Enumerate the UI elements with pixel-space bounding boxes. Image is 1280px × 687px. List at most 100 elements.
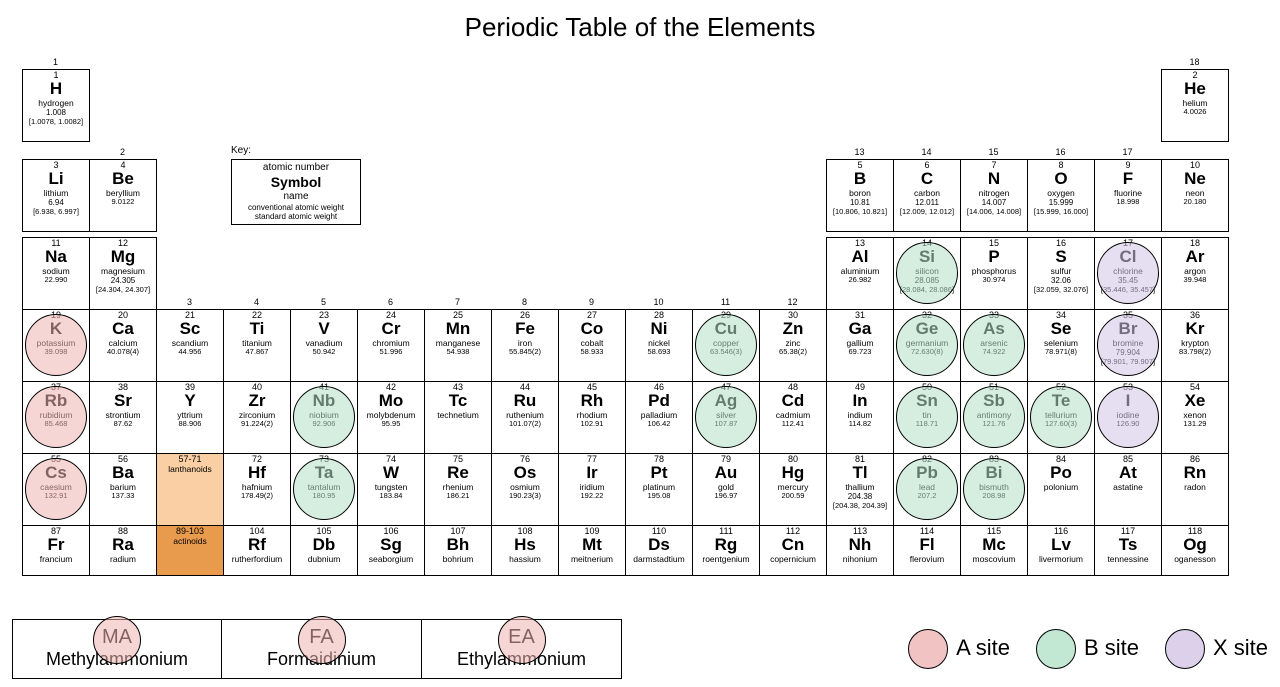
element-symbol: C bbox=[921, 170, 933, 188]
organic-name: Formaidinium bbox=[232, 649, 411, 670]
standard-atomic-weight: 50.942 bbox=[313, 348, 336, 356]
standard-atomic-weight: 192.22 bbox=[581, 492, 604, 500]
element-cell: 23Vvanadium50.942 bbox=[290, 309, 358, 382]
element-cell: 49Inindium114.82 bbox=[826, 381, 894, 454]
element-cell: 21Scscandium44.956 bbox=[156, 309, 224, 382]
standard-atomic-weight: 20.180 bbox=[1184, 198, 1207, 206]
element-cell: 19Kpotassium39.098 bbox=[22, 309, 90, 382]
element-symbol: Mc bbox=[982, 536, 1006, 554]
element-cell: 113Nhnihonium bbox=[826, 525, 894, 576]
element-name: hassium bbox=[509, 555, 541, 564]
element-cell: 38Srstrontium87.62 bbox=[89, 381, 157, 454]
element-name: radium bbox=[110, 555, 136, 564]
element-cell: 12Mgmagnesium24.305[24.304, 24.307] bbox=[89, 237, 157, 310]
group-label: 7 bbox=[424, 297, 491, 307]
element-symbol: Sn bbox=[916, 392, 938, 410]
element-symbol: Ag bbox=[715, 392, 738, 410]
element-cell: 51Sbantimony121.76 bbox=[960, 381, 1028, 454]
element-symbol: Nb bbox=[313, 392, 336, 410]
element-cell: 15Pphosphorus30.974 bbox=[960, 237, 1028, 310]
element-name: oxygen bbox=[1047, 189, 1074, 198]
element-cell: 117Tstennessine bbox=[1094, 525, 1162, 576]
element-cell: 89-103actinoids bbox=[156, 525, 224, 576]
element-symbol: Xe bbox=[1185, 392, 1206, 410]
element-symbol: P bbox=[988, 248, 999, 266]
element-cell: 34Seselenium78.971(8) bbox=[1027, 309, 1095, 382]
element-symbol: Mn bbox=[446, 320, 471, 338]
element-symbol: Cu bbox=[715, 320, 738, 338]
element-name: moscovium bbox=[973, 555, 1016, 564]
standard-atomic-weight: 47.867 bbox=[246, 348, 269, 356]
element-cell: 39Yyttrium88.906 bbox=[156, 381, 224, 454]
element-cell: 106Sgseaborgium bbox=[357, 525, 425, 576]
element-symbol: Sc bbox=[180, 320, 201, 338]
element-name: lithium bbox=[44, 189, 69, 198]
standard-atomic-weight: 26.982 bbox=[849, 276, 872, 284]
element-cell: 52Tetellurium127.60(3) bbox=[1027, 381, 1095, 454]
element-cell: 85Atastatine bbox=[1094, 453, 1162, 526]
element-cell: 37Rbrubidium85.468 bbox=[22, 381, 90, 454]
element-cell: 26Feiron55.845(2) bbox=[491, 309, 559, 382]
element-symbol: Re bbox=[447, 464, 469, 482]
element-cell: 46Pdpalladium106.42 bbox=[625, 381, 693, 454]
element-cell: 75Rerhenium186.21 bbox=[424, 453, 492, 526]
element-cell: 109Mtmeitnerium bbox=[558, 525, 626, 576]
element-name: sulfur bbox=[1051, 267, 1072, 276]
element-symbol: Ni bbox=[651, 320, 668, 338]
group-label: 16 bbox=[1027, 147, 1094, 157]
element-name: flerovium bbox=[910, 555, 944, 564]
standard-atomic-weight: 78.971(8) bbox=[1045, 348, 1077, 356]
standard-atomic-weight: [79.901, 79.907] bbox=[1101, 358, 1155, 366]
element-cell: 28Ninickel58.693 bbox=[625, 309, 693, 382]
element-symbol: Ta bbox=[315, 464, 334, 482]
standard-atomic-weight: 195.08 bbox=[648, 492, 671, 500]
standard-atomic-weight: 74.922 bbox=[983, 348, 1006, 356]
element-cell: 17Clchlorine35.45[35.446, 35.457] bbox=[1094, 237, 1162, 310]
element-name: polonium bbox=[1044, 483, 1079, 492]
element-symbol: Ds bbox=[648, 536, 670, 554]
element-cell: 22Tititanium47.867 bbox=[223, 309, 291, 382]
element-symbol: Mg bbox=[111, 248, 136, 266]
element-cell: 116Lvlivermorium bbox=[1027, 525, 1095, 576]
organic-symbol: MA bbox=[23, 626, 211, 649]
element-cell: 81Tlthallium204.38[204.38, 204.39] bbox=[826, 453, 894, 526]
element-symbol: Br bbox=[1119, 320, 1138, 338]
element-name: roentgenium bbox=[702, 555, 749, 564]
element-symbol: Co bbox=[581, 320, 604, 338]
group-label: 6 bbox=[357, 297, 424, 307]
element-symbol: I bbox=[1126, 392, 1131, 410]
element-cell: 108Hshassium bbox=[491, 525, 559, 576]
element-name: radon bbox=[1184, 483, 1206, 492]
key-box: atomic numberSymbolnameconventional atom… bbox=[231, 159, 361, 225]
group-label: 4 bbox=[223, 297, 290, 307]
element-cell: 114Flflerovium bbox=[893, 525, 961, 576]
element-cell: 40Zrzirconium91.224(2) bbox=[223, 381, 291, 454]
element-symbol: Li bbox=[48, 170, 63, 188]
legend-item: B site bbox=[1036, 629, 1139, 669]
organic-box: FAFormaidinium bbox=[222, 619, 422, 679]
group-label: 18 bbox=[1161, 57, 1228, 67]
standard-atomic-weight: 22.990 bbox=[45, 276, 68, 284]
standard-atomic-weight: 92.906 bbox=[313, 420, 336, 428]
standard-atomic-weight: 18.998 bbox=[1117, 198, 1140, 206]
legend-swatch bbox=[1165, 629, 1205, 669]
element-cell: 57-71lanthanoids bbox=[156, 453, 224, 526]
element-name: chlorine bbox=[1113, 267, 1143, 276]
element-symbol: Al bbox=[852, 248, 869, 266]
standard-atomic-weight: [204.38, 204.39] bbox=[833, 502, 887, 510]
standard-atomic-weight: [6.938, 6.997] bbox=[33, 208, 79, 216]
element-symbol: Tc bbox=[449, 392, 468, 410]
standard-atomic-weight: 106.42 bbox=[648, 420, 671, 428]
element-symbol: Bi bbox=[986, 464, 1003, 482]
element-cell: 33Asarsenic74.922 bbox=[960, 309, 1028, 382]
standard-atomic-weight: [15.999, 16.000] bbox=[1034, 208, 1088, 216]
group-label: 15 bbox=[960, 147, 1027, 157]
element-cell: 56Babarium137.33 bbox=[89, 453, 157, 526]
element-name: copernicium bbox=[770, 555, 816, 564]
element-symbol: Be bbox=[112, 170, 134, 188]
element-name: thallium bbox=[845, 483, 874, 492]
element-cell: 78Ptplatinum195.08 bbox=[625, 453, 693, 526]
element-cell: 54Xexenon131.29 bbox=[1161, 381, 1229, 454]
element-name: bohrium bbox=[443, 555, 474, 564]
standard-atomic-weight: 178.49(2) bbox=[241, 492, 273, 500]
